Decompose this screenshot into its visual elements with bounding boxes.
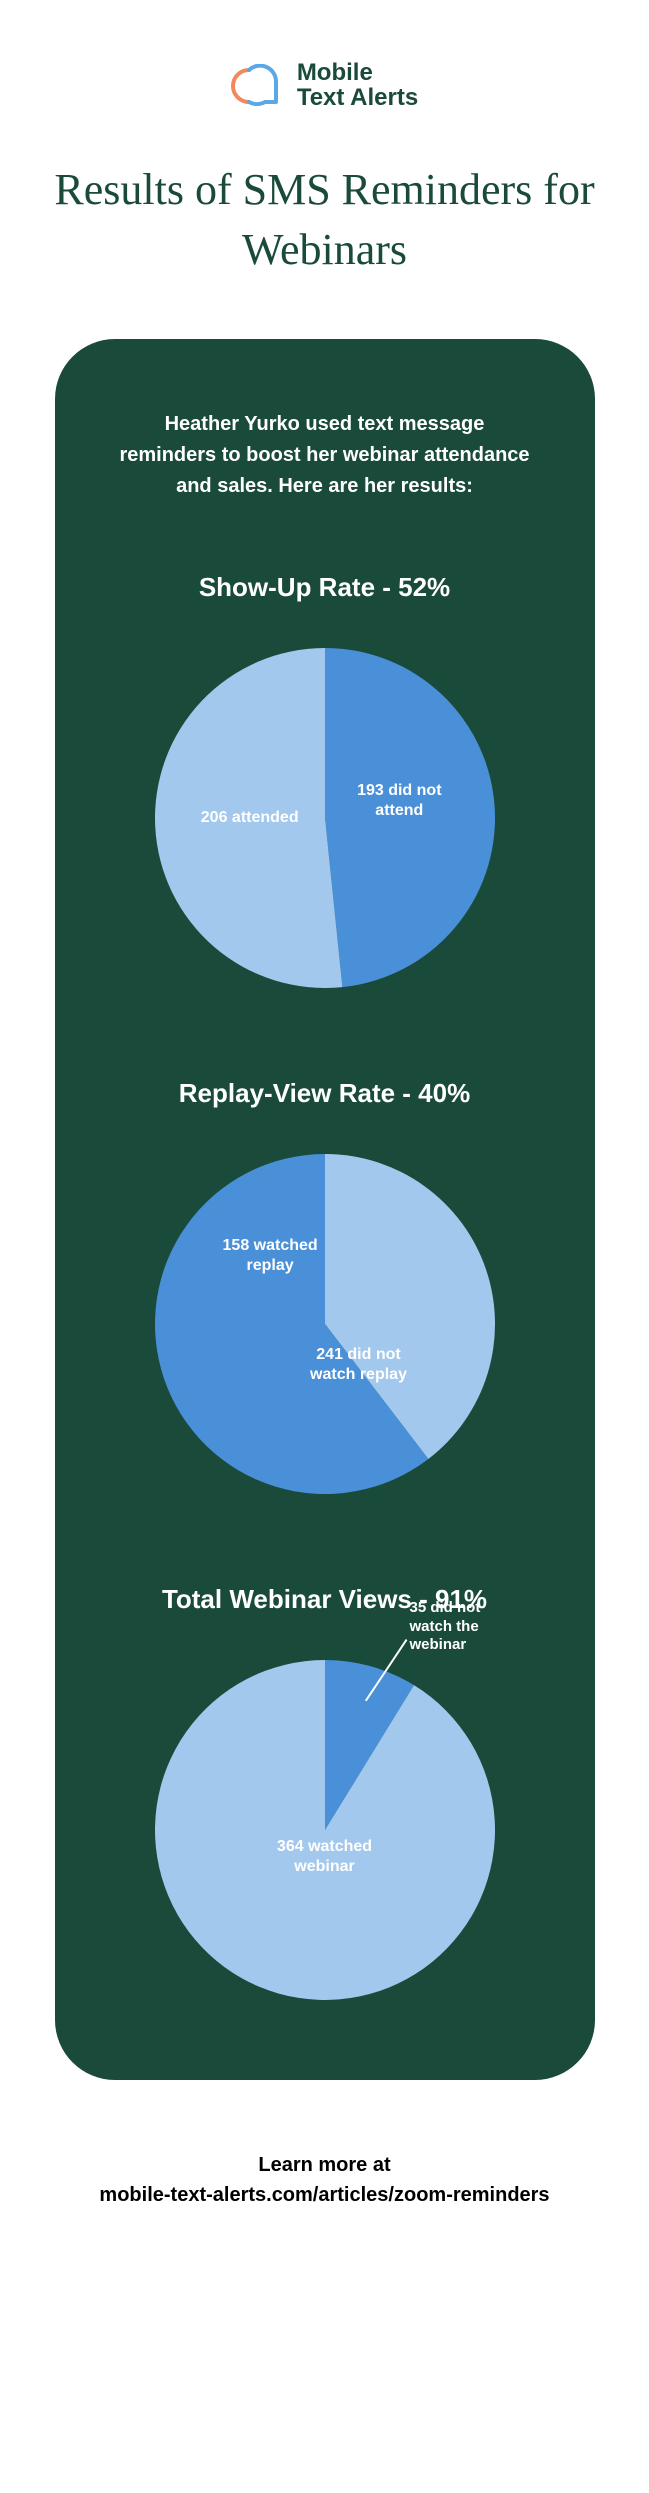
intro-text: Heather Yurko used text message reminder… bbox=[95, 409, 555, 502]
slice-callout-label: 35 did not watch the webinar bbox=[410, 1599, 495, 1655]
pie-showup: 193 did not attend206 attended bbox=[155, 648, 495, 988]
logo-text-line1: Mobile bbox=[297, 60, 418, 85]
chart-title-showup: Show-Up Rate - 52% bbox=[199, 572, 450, 603]
pie-slice bbox=[154, 1660, 494, 2000]
chart-section-showup: Show-Up Rate - 52% 193 did not attend206 … bbox=[155, 572, 495, 988]
brand-logo: Mobile Text Alerts bbox=[231, 60, 418, 110]
chart-title-replay: Replay-View Rate - 40% bbox=[179, 1078, 470, 1109]
logo-text-line2: Text Alerts bbox=[297, 85, 418, 110]
pie-slice bbox=[325, 648, 495, 987]
footer-line1: Learn more at bbox=[99, 2150, 549, 2180]
chart-section-replay: Replay-View Rate - 40% 158 watched replay… bbox=[155, 1078, 495, 1494]
chart-section-total: Total Webinar Views - 91%35 did not watc… bbox=[155, 1584, 495, 2000]
logo-mark-icon bbox=[231, 64, 283, 106]
pie-replay: 158 watched replay241 did not watch repl… bbox=[155, 1154, 495, 1494]
page-headline: Results of SMS Reminders for Webinars bbox=[0, 160, 649, 279]
pie-slice bbox=[155, 648, 342, 988]
results-card: Heather Yurko used text message reminder… bbox=[55, 339, 595, 2080]
footer-line2: mobile-text-alerts.com/articles/zoom-rem… bbox=[99, 2180, 549, 2210]
pie-total: 35 did not watch the webinar364 watched … bbox=[155, 1660, 495, 2000]
footer-cta: Learn more at mobile-text-alerts.com/art… bbox=[69, 2150, 579, 2210]
